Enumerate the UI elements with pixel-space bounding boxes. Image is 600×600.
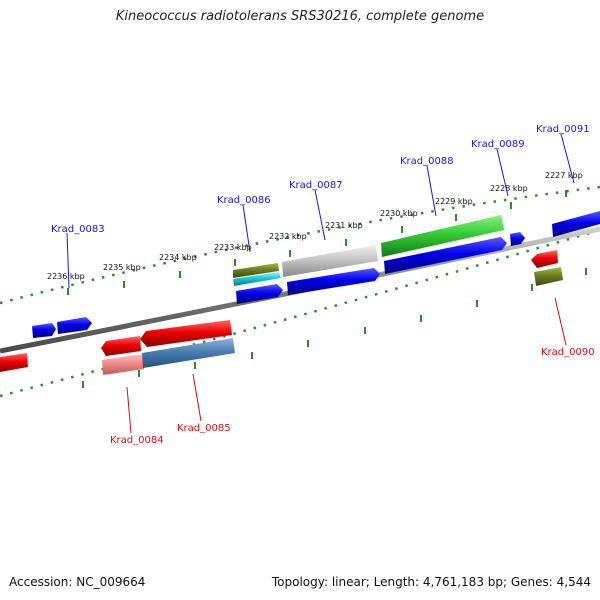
major-ticks xyxy=(67,190,567,295)
gene-krad-0086[interactable] xyxy=(236,284,283,304)
tick-label-2236: 2236 kbp xyxy=(47,272,85,281)
gene-krad-0090[interactable] xyxy=(531,250,558,268)
genome-summary-text: Topology: linear; Length: 4,761,183 bp; … xyxy=(271,575,591,589)
tick-label-2231: 2231 kbp xyxy=(325,221,363,230)
gene-left-small-1[interactable] xyxy=(32,323,56,338)
gene-krad-0087[interactable] xyxy=(287,268,380,295)
feature-pink-1[interactable] xyxy=(102,354,144,375)
tick-label-2229: 2229 kbp xyxy=(435,197,473,206)
feature-cyan-1[interactable] xyxy=(233,272,281,286)
label-krad-0085[interactable]: Krad_0085 xyxy=(177,423,231,434)
gene-left-small-2[interactable] xyxy=(57,317,92,334)
label-krad-0084[interactable]: Krad_0084 xyxy=(110,435,164,446)
forward-genes xyxy=(32,211,600,338)
map-title: Kineococcus radiotolerans SRS30216, comp… xyxy=(115,9,485,24)
feature-green-1[interactable] xyxy=(381,215,504,257)
feature-olive-1[interactable] xyxy=(233,263,279,278)
label-krad-0083[interactable]: Krad_0083 xyxy=(51,224,105,235)
label-krad-0091[interactable]: Krad_0091 xyxy=(536,124,590,135)
feature-genes xyxy=(233,215,563,286)
gene-krad-0085[interactable] xyxy=(140,320,232,347)
tick-label-2230: 2230 kbp xyxy=(380,209,418,218)
gene-krad-0091[interactable] xyxy=(552,211,600,237)
tick-label-2228: 2228 kbp xyxy=(490,184,528,193)
label-leaders xyxy=(66,133,575,434)
gene-krad-0084[interactable] xyxy=(101,336,141,356)
feature-olive-2[interactable] xyxy=(534,267,563,286)
reverse-genes xyxy=(0,250,558,372)
label-krad-0087[interactable]: Krad_0087 xyxy=(289,180,343,191)
gene-krad-0088[interactable] xyxy=(384,237,507,274)
outer-tick-ring xyxy=(0,228,600,398)
tick-label-2232: 2232 kbp xyxy=(269,232,307,241)
gene-left-red[interactable] xyxy=(0,353,28,372)
label-krad-0090[interactable]: Krad_0090 xyxy=(541,347,595,358)
tick-label-2234: 2234 kbp xyxy=(159,253,197,262)
gene-krad-0089[interactable] xyxy=(510,232,525,246)
outer-major-ticks xyxy=(82,268,587,388)
reverse-features xyxy=(102,338,235,375)
inner-tick-ring xyxy=(0,185,600,305)
label-krad-0088[interactable]: Krad_0088 xyxy=(400,156,454,167)
tick-label-2235: 2235 kbp xyxy=(103,263,141,272)
label-krad-0086[interactable]: Krad_0086 xyxy=(217,195,271,206)
label-krad-0089[interactable]: Krad_0089 xyxy=(471,139,525,150)
feature-gray-1[interactable] xyxy=(282,245,378,277)
feature-steel-1[interactable] xyxy=(142,338,235,368)
tick-label-2227: 2227 kbp xyxy=(545,171,583,180)
accession-text: Accession: NC_009664 xyxy=(9,575,146,589)
tick-label-2233: 2233 kbp xyxy=(214,243,252,252)
